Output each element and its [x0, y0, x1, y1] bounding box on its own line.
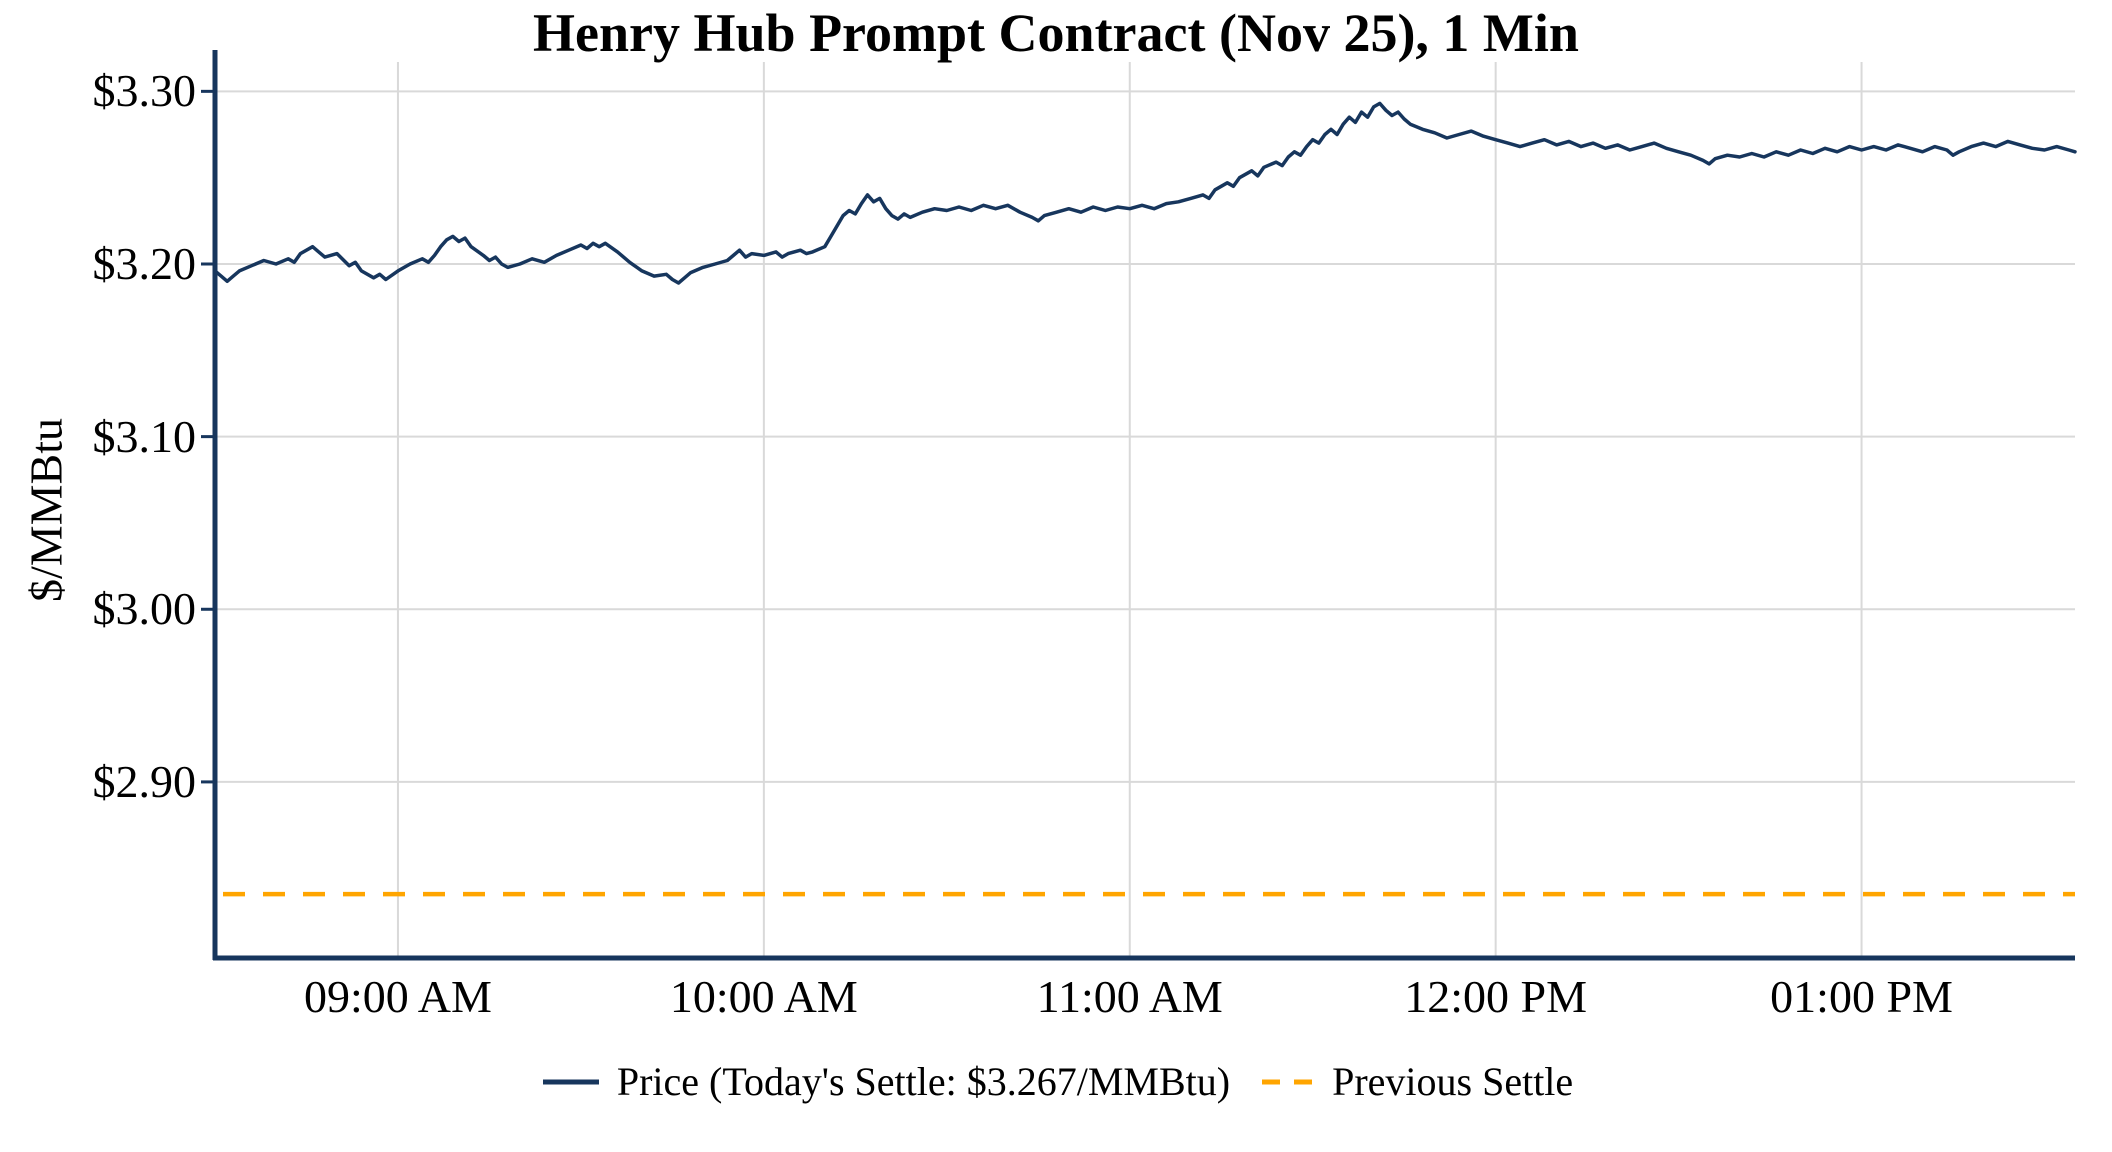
chart-legend: Price (Today's Settle: $3.267/MMBtu) Pre… [0, 1058, 2112, 1105]
chart-title: Henry Hub Prompt Contract (Nov 25), 1 Mi… [533, 3, 1579, 63]
x-tick-label: 01:00 PM [1770, 971, 1953, 1022]
x-tick-label: 10:00 AM [669, 971, 858, 1022]
y-tick-label: $3.10 [92, 410, 197, 462]
x-tick-label: 11:00 AM [1036, 971, 1223, 1022]
prev-settle-dash-sample-icon [1262, 1079, 1317, 1084]
y-tick-label: $3.30 [92, 65, 197, 117]
legend-prev-settle-label: Previous Settle [1332, 1059, 1574, 1104]
y-tick-label: $3.20 [92, 237, 197, 289]
legend-item-prev-settle: Previous Settle [1260, 1058, 1573, 1105]
x-tick-label: 12:00 PM [1404, 971, 1588, 1022]
legend-price-label: Price (Today's Settle: $3.267/MMBtu) [616, 1059, 1231, 1104]
legend-item-price: Price (Today's Settle: $3.267/MMBtu) [539, 1058, 1230, 1105]
x-tick-label: 09:00 AM [304, 971, 492, 1022]
y-tick-label: $3.00 [92, 583, 197, 635]
price-line-sample-icon [542, 1079, 599, 1084]
y-tick-label: $2.90 [92, 755, 197, 807]
